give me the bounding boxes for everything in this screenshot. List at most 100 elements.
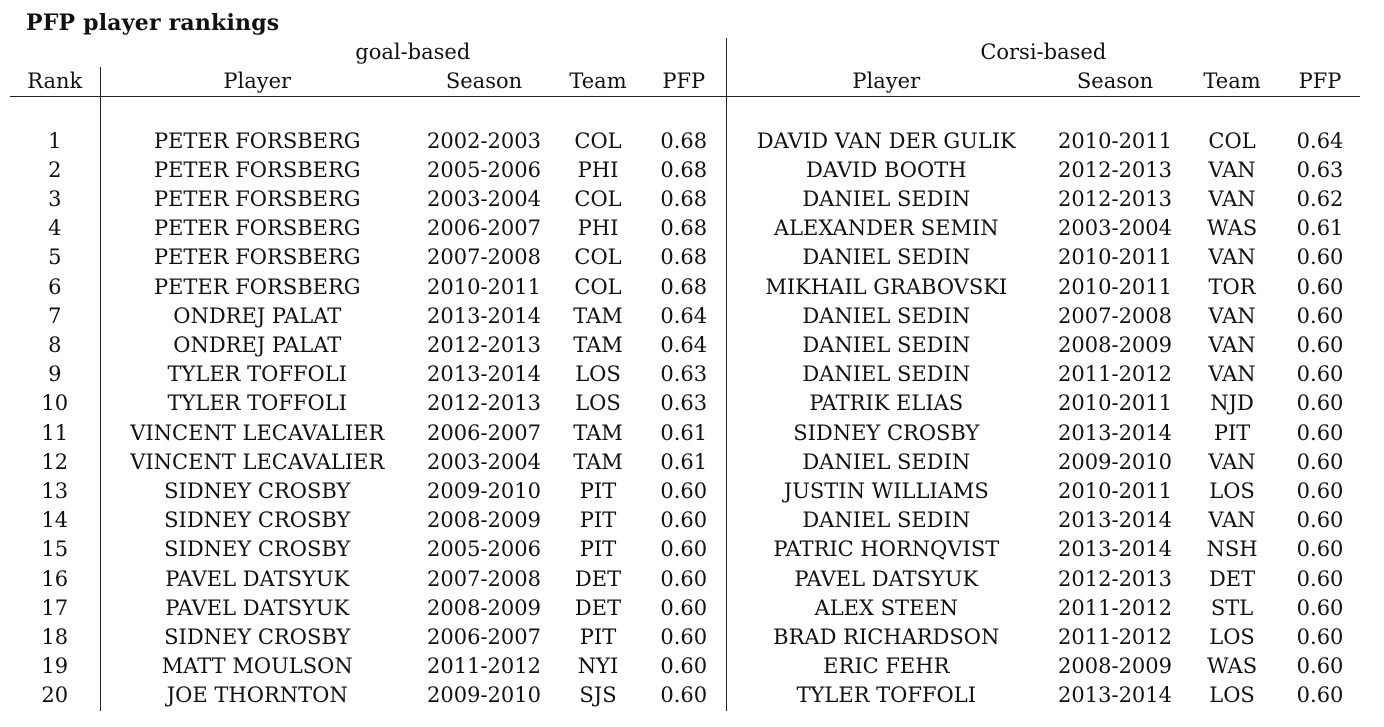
column-header-goal-player: Player: [100, 67, 414, 98]
goal-player-cell: PAVEL DATSYUK: [165, 566, 350, 591]
table-row: 18 SIDNEY CROSBY 2006-2007 PIT 0.60 BRAD RICH…: [10, 623, 1360, 653]
rank-cell: 2: [10, 155, 101, 185]
goal-player-cell: VINCENT LECAVALIER: [130, 449, 385, 474]
goal-pfp-cell: 0.60: [642, 652, 727, 682]
goal-season-cell: 2013-2014: [427, 303, 541, 328]
table-row: 15 SIDNEY CROSBY 2005-2006 PIT 0.60 PATRIC HO…: [10, 535, 1360, 565]
corsi-pfp-cell: 0.62: [1296, 187, 1344, 211]
goal-player-cell: SIDNEY CROSBY: [164, 479, 351, 504]
goal-season-cell: 2008-2009: [427, 595, 541, 620]
goal-player-cell: PETER FORSBERG: [153, 128, 361, 153]
corsi-season-cell: 2010-2011: [1058, 391, 1173, 416]
corsi-player-cell: PATRIC HORNQVIST: [773, 537, 1000, 562]
column-header-goal-team: Team: [554, 67, 642, 98]
goal-team-cell: NYI: [577, 654, 619, 679]
goal-pfp-cell: 0.60: [642, 506, 727, 536]
goal-season-cell: 2005-2006: [427, 537, 541, 562]
corsi-player-cell: ALEXANDER SEMIN: [773, 216, 999, 241]
goal-team-cell: TAM: [573, 449, 623, 474]
corsi-pfp-cell: 0.60: [1296, 391, 1344, 416]
corsi-season-cell: 2012-2013: [1058, 187, 1173, 211]
goal-pfp-cell: 0.64: [642, 331, 727, 361]
corsi-player-cell: JUSTIN WILLIAMS: [783, 479, 989, 504]
corsi-pfp-cell: 0.60: [1296, 449, 1344, 474]
corsi-pfp-cell: 0.60: [1296, 479, 1344, 504]
rank-cell: 12: [10, 447, 101, 478]
table-title: PFP player rankings: [26, 10, 280, 36]
corsi-season-cell: 2011-2012: [1058, 595, 1173, 620]
rank-cell: 5: [10, 243, 101, 273]
corsi-team-cell: VAN: [1208, 303, 1256, 328]
table-row: 4 PETER FORSBERG 2006-2007 PHI 0.68 ALEXANDER…: [10, 214, 1360, 244]
corsi-pfp-cell: 0.60: [1296, 683, 1344, 708]
corsi-team-cell: VAN: [1208, 362, 1256, 387]
corsi-pfp-cell: 0.61: [1296, 216, 1344, 241]
corsi-season-cell: 2013-2014: [1058, 537, 1173, 562]
rank-cell: 8: [10, 331, 101, 361]
goal-pfp-cell: 0.68: [642, 243, 727, 273]
goal-team-cell: PIT: [579, 537, 617, 562]
goal-season-cell: 2006-2007: [427, 420, 541, 445]
goal-player-cell: PETER FORSBERG: [153, 187, 361, 211]
corsi-pfp-cell: 0.60: [1296, 245, 1344, 270]
goal-team-cell: COL: [574, 187, 622, 211]
goal-team-cell: SJS: [579, 683, 617, 708]
corsi-player-cell: DAVID BOOTH: [806, 157, 967, 182]
corsi-pfp-cell: 0.60: [1296, 303, 1344, 328]
corsi-season-cell: 2011-2012: [1058, 362, 1173, 387]
goal-pfp-cell: 0.68: [642, 185, 727, 215]
corsi-team-cell: TOR: [1208, 274, 1256, 299]
corsi-player-cell: PATRIK ELIAS: [809, 391, 964, 416]
table-row: 6 PETER FORSBERG 2010-2011 COL 0.68 MIKHAIL G…: [10, 272, 1360, 302]
corsi-pfp-cell: 0.60: [1296, 508, 1344, 533]
corsi-team-cell: VAN: [1208, 333, 1256, 358]
goal-player-cell: JOE THORNTON: [166, 683, 348, 708]
corsi-team-cell: NJD: [1210, 391, 1254, 416]
rank-cell: 7: [10, 301, 101, 332]
goal-player-cell: ONDREJ PALAT: [173, 303, 342, 328]
corsi-team-cell: VAN: [1208, 157, 1256, 182]
goal-player-cell: MATT MOULSON: [161, 654, 353, 679]
corsi-team-cell: WAS: [1206, 216, 1258, 241]
table-row: 20 JOE THORNTON 2009-2010 SJS 0.60 TYLER TOFF…: [10, 681, 1360, 711]
goal-player-cell: PAVEL DATSYUK: [165, 595, 350, 620]
goal-season-cell: 2010-2011: [427, 274, 541, 299]
goal-pfp-cell: 0.60: [642, 477, 727, 507]
table-row: 8 ONDREJ PALAT 2012-2013 TAM 0.64 DANIEL SEDI…: [10, 331, 1360, 361]
goal-player-cell: SIDNEY CROSBY: [164, 537, 351, 562]
table-row: 14 SIDNEY CROSBY 2008-2009 PIT 0.60 DANIEL SE…: [10, 506, 1360, 536]
corsi-season-cell: 2010-2011: [1058, 128, 1173, 153]
table-row: 5 PETER FORSBERG 2007-2008 COL 0.68 DANIEL SE…: [10, 243, 1360, 273]
goal-pfp-cell: 0.60: [642, 623, 727, 653]
goal-pfp-cell: 0.61: [642, 418, 727, 448]
corsi-season-cell: 2013-2014: [1058, 508, 1173, 533]
corsi-season-cell: 2013-2014: [1058, 683, 1173, 708]
rank-cell: 6: [10, 272, 101, 302]
rank-cell: 13: [10, 477, 101, 507]
corsi-player-cell: TYLER TOFFOLI: [796, 683, 977, 708]
corsi-pfp-cell: 0.60: [1296, 537, 1344, 562]
goal-pfp-cell: 0.63: [642, 389, 727, 419]
rankings-table: goal-based Corsi-based Rank Player Seaso…: [10, 38, 1361, 711]
corsi-season-cell: 2003-2004: [1058, 216, 1173, 241]
goal-team-cell: COL: [574, 274, 622, 299]
goal-team-cell: PIT: [579, 479, 617, 504]
corsi-pfp-cell: 0.60: [1296, 420, 1344, 445]
goal-season-cell: 2009-2010: [427, 479, 541, 504]
goal-pfp-cell: 0.68: [642, 272, 727, 302]
corsi-team-cell: WAS: [1206, 654, 1258, 679]
goal-player-cell: PETER FORSBERG: [153, 245, 361, 270]
goal-season-cell: 2012-2013: [427, 391, 541, 416]
column-header-corsi-pfp: PFP: [1280, 67, 1361, 98]
corsi-team-cell: VAN: [1208, 508, 1256, 533]
corsi-player-cell: DANIEL SEDIN: [802, 245, 971, 270]
corsi-player-cell: ALEX STEEN: [814, 595, 959, 620]
table-row: 10 TYLER TOFFOLI 2012-2013 LOS 0.63 PATRIK EL…: [10, 389, 1360, 419]
rank-cell: 15: [10, 535, 101, 565]
goal-team-cell: PHI: [577, 216, 619, 241]
column-header-rank: Rank: [10, 67, 101, 98]
goal-season-cell: 2003-2004: [427, 187, 541, 211]
corsi-team-cell: DET: [1208, 566, 1256, 591]
corsi-player-cell: ERIC FEHR: [823, 654, 950, 679]
corsi-season-cell: 2010-2011: [1058, 245, 1173, 270]
